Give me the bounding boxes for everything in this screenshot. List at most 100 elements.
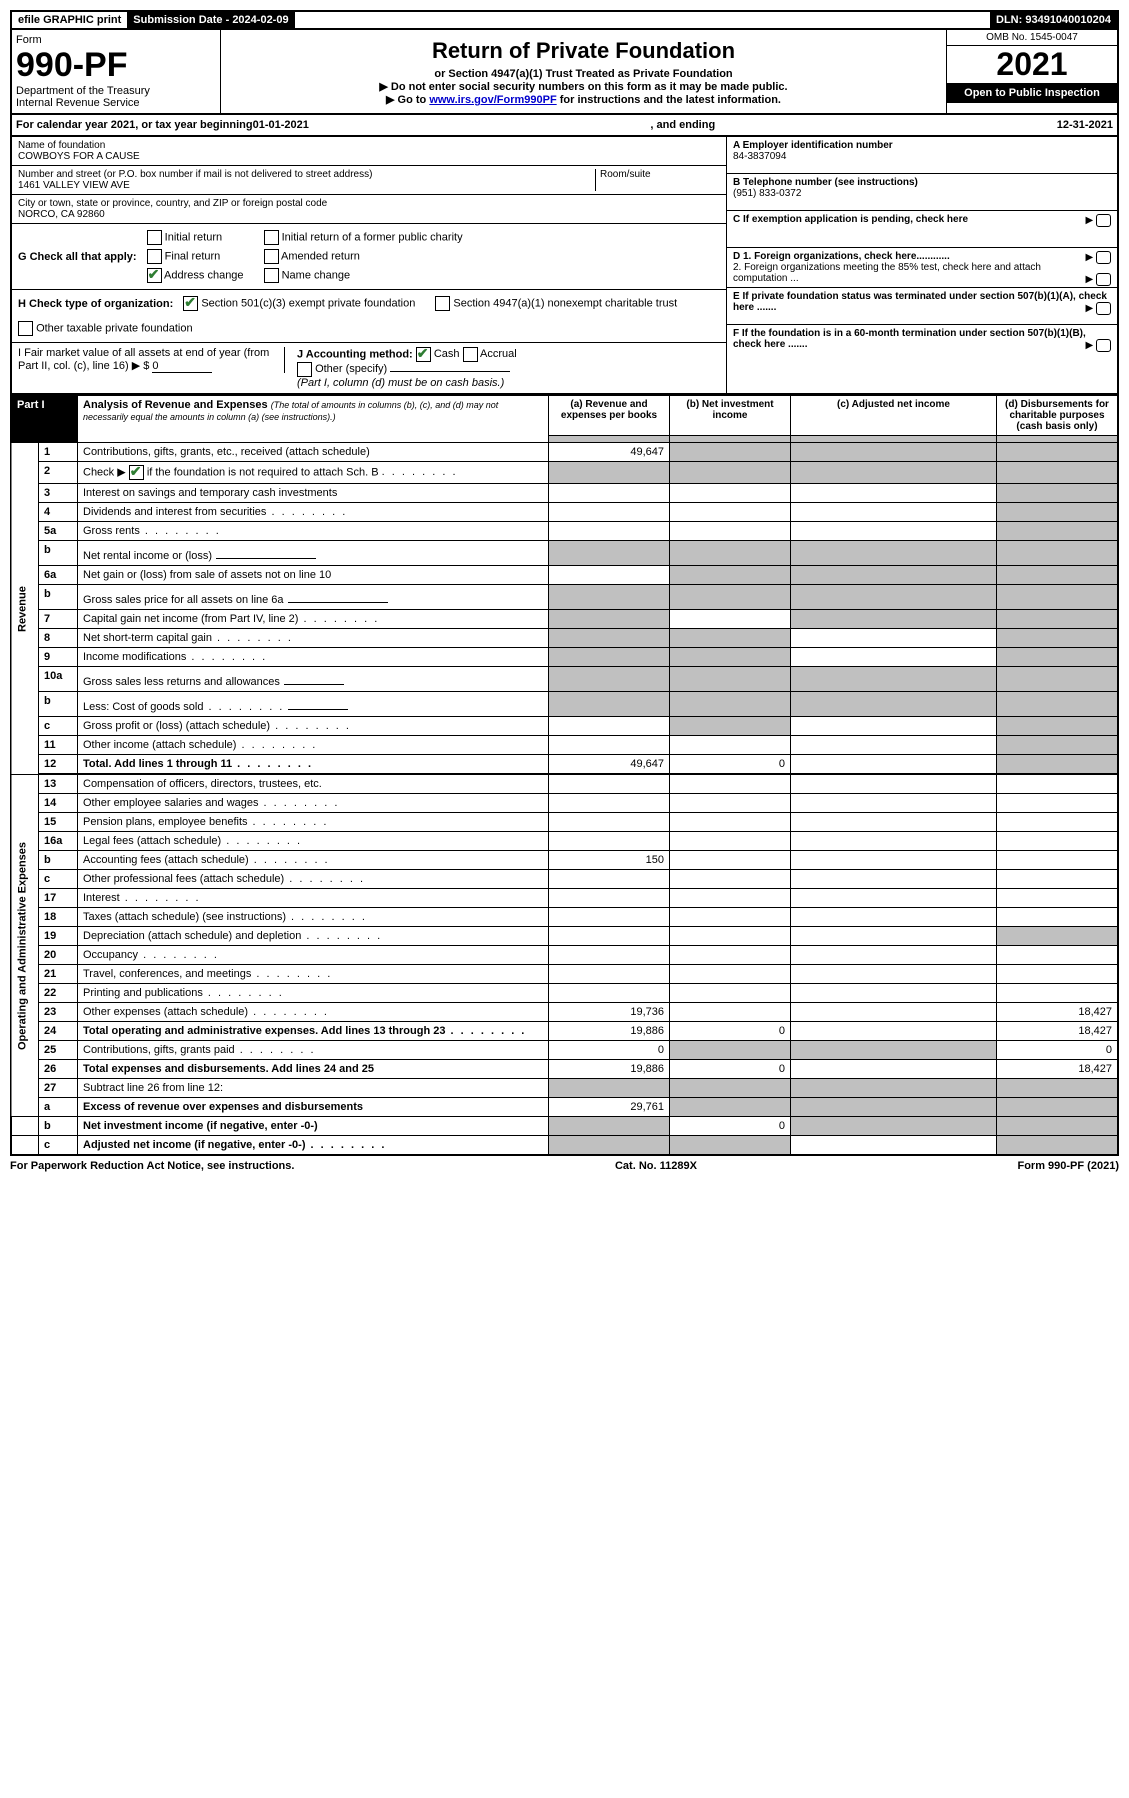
g-opt-initial-former[interactable]: Initial return of a former public charit…: [264, 230, 463, 245]
form-link[interactable]: www.irs.gov/Form990PF: [429, 94, 556, 106]
form-subtitle: or Section 4947(a)(1) Trust Treated as P…: [225, 68, 942, 80]
revenue-label: Revenue: [11, 443, 39, 775]
b-label: B Telephone number (see instructions): [733, 177, 1111, 188]
j-opt-accrual[interactable]: Accrual: [463, 348, 517, 360]
i-j-row: I Fair market value of all assets at end…: [12, 343, 726, 393]
part1-table: Part I Analysis of Revenue and Expenses …: [10, 395, 1119, 1156]
opex-label: Operating and Administrative Expenses: [11, 775, 39, 1117]
part1-desc-cell: Analysis of Revenue and Expenses (The to…: [78, 396, 549, 443]
row-2: 2 Check ▶ if the foundation is not requi…: [11, 462, 1118, 484]
info-grid: Name of foundation COWBOYS FOR A CAUSE N…: [10, 137, 1119, 395]
d2-check[interactable]: ▶: [1086, 273, 1111, 286]
row-1: Revenue 1 Contributions, gifts, grants, …: [11, 443, 1118, 462]
footer-right: Form 990-PF (2021): [1017, 1160, 1119, 1172]
row-23: 23Other expenses (attach schedule)19,736…: [11, 1003, 1118, 1022]
header-center: Return of Private Foundation or Section …: [221, 30, 946, 113]
h-opt-501c3[interactable]: Section 501(c)(3) exempt private foundat…: [183, 296, 415, 311]
j-block: J Accounting method: Cash Accrual Other …: [297, 347, 517, 389]
j-opt-other[interactable]: Other (specify): [297, 363, 387, 375]
c-cell: C If exemption application is pending, c…: [727, 211, 1117, 248]
g-opt-amended[interactable]: Amended return: [264, 249, 463, 264]
row-10c: cGross profit or (loss) (attach schedule…: [11, 717, 1118, 736]
row-24: 24Total operating and administrative exp…: [11, 1022, 1118, 1041]
address: 1461 VALLEY VIEW AVE: [18, 180, 595, 191]
c-label: C If exemption application is pending, c…: [733, 214, 968, 225]
b-cell: B Telephone number (see instructions) (9…: [727, 174, 1117, 211]
calendar-year-row: For calendar year 2021, or tax year begi…: [10, 115, 1119, 137]
row-6a: 6aNet gain or (loss) from sale of assets…: [11, 566, 1118, 585]
row-26: 26Total expenses and disbursements. Add …: [11, 1060, 1118, 1079]
omb: OMB No. 1545-0047: [947, 30, 1117, 46]
row-4: 4Dividends and interest from securities: [11, 503, 1118, 522]
h-opt-other[interactable]: Other taxable private foundation: [18, 321, 193, 336]
row-16c: cOther professional fees (attach schedul…: [11, 870, 1118, 889]
j-note: (Part I, column (d) must be on cash basi…: [297, 377, 504, 389]
col-b: (b) Net investment income: [670, 396, 791, 436]
row-13: Operating and Administrative Expenses 13…: [11, 775, 1118, 794]
c-check[interactable]: ▶: [1086, 214, 1111, 227]
col-d: (d) Disbursements for charitable purpose…: [997, 396, 1119, 436]
footer: For Paperwork Reduction Act Notice, see …: [10, 1156, 1119, 1176]
row-10a: 10aGross sales less returns and allowanc…: [11, 667, 1118, 692]
g-opt-initial[interactable]: Initial return: [147, 230, 244, 245]
f-check[interactable]: ▶: [1086, 339, 1111, 352]
addr-label: Number and street (or P.O. box number if…: [18, 169, 595, 180]
row-16a: 16aLegal fees (attach schedule): [11, 832, 1118, 851]
row-5a: 5aGross rents: [11, 522, 1118, 541]
row-17: 17Interest: [11, 889, 1118, 908]
h-opt-4947[interactable]: Section 4947(a)(1) nonexempt charitable …: [435, 296, 677, 311]
e-check[interactable]: ▶: [1086, 302, 1111, 315]
info-right: A Employer identification number 84-3837…: [726, 137, 1117, 393]
header-right: OMB No. 1545-0047 2021 Open to Public In…: [946, 30, 1117, 113]
row-12: 12Total. Add lines 1 through 1149,6470: [11, 755, 1118, 774]
h-row: H Check type of organization: Section 50…: [12, 290, 726, 343]
schb-check[interactable]: [129, 465, 144, 480]
row-7: 7Capital gain net income (from Part IV, …: [11, 610, 1118, 629]
row-8: 8Net short-term capital gain: [11, 629, 1118, 648]
row-6b: bGross sales price for all assets on lin…: [11, 585, 1118, 610]
row-15: 15Pension plans, employee benefits: [11, 813, 1118, 832]
form-number: 990-PF: [16, 46, 216, 85]
g-opt-address[interactable]: Address change: [147, 268, 244, 283]
room-label: Room/suite: [595, 169, 720, 191]
row-27a: aExcess of revenue over expenses and dis…: [11, 1098, 1118, 1117]
info-left: Name of foundation COWBOYS FOR A CAUSE N…: [12, 137, 726, 393]
j-opt-cash[interactable]: Cash: [416, 348, 460, 360]
f-label: F If the foundation is in a 60-month ter…: [733, 328, 1086, 350]
row-27: 27Subtract line 26 from line 12:: [11, 1079, 1118, 1098]
col-c: (c) Adjusted net income: [791, 396, 997, 436]
g-row: G Check all that apply: Initial return I…: [12, 224, 726, 290]
row-9: 9Income modifications: [11, 648, 1118, 667]
row-18: 18Taxes (attach schedule) (see instructi…: [11, 908, 1118, 927]
f-cell: F If the foundation is in a 60-month ter…: [727, 325, 1117, 361]
row-10b: bLess: Cost of goods sold: [11, 692, 1118, 717]
a-cell: A Employer identification number 84-3837…: [727, 137, 1117, 174]
part1-title: Analysis of Revenue and Expenses: [83, 399, 268, 411]
spacer: [295, 12, 990, 28]
submission-date: Submission Date - 2024-02-09: [127, 12, 294, 28]
d-cell: D 1. Foreign organizations, check here..…: [727, 248, 1117, 288]
j-other-input[interactable]: [390, 371, 510, 372]
g-opt-name[interactable]: Name change: [264, 268, 463, 283]
note2-pre: ▶ Go to: [386, 94, 429, 106]
row-27b: bNet investment income (if negative, ent…: [11, 1117, 1118, 1136]
d1-check[interactable]: ▶: [1086, 251, 1111, 264]
g-opt-final[interactable]: Final return: [147, 249, 244, 264]
dept: Department of the Treasury: [16, 85, 216, 97]
col-a: (a) Revenue and expenses per books: [549, 396, 670, 436]
city: NORCO, CA 92860: [18, 209, 720, 220]
note2: ▶ Go to www.irs.gov/Form990PF for instru…: [225, 93, 942, 106]
phone: (951) 833-0372: [733, 188, 1111, 199]
form-title: Return of Private Foundation: [225, 38, 942, 64]
row-22: 22Printing and publications: [11, 984, 1118, 1003]
header-left: Form 990-PF Department of the Treasury I…: [12, 30, 221, 113]
cal-mid: , and ending: [309, 119, 1057, 131]
d2-label: 2. Foreign organizations meeting the 85%…: [733, 262, 1041, 284]
tax-year: 2021: [947, 46, 1117, 83]
i-value: 0: [152, 360, 212, 373]
ein: 84-3837094: [733, 151, 1111, 162]
j-label: J Accounting method:: [297, 348, 413, 360]
name-label: Name of foundation: [18, 140, 720, 151]
d1-label: D 1. Foreign organizations, check here..…: [733, 251, 950, 262]
dln: DLN: 93491040010204: [990, 12, 1117, 28]
